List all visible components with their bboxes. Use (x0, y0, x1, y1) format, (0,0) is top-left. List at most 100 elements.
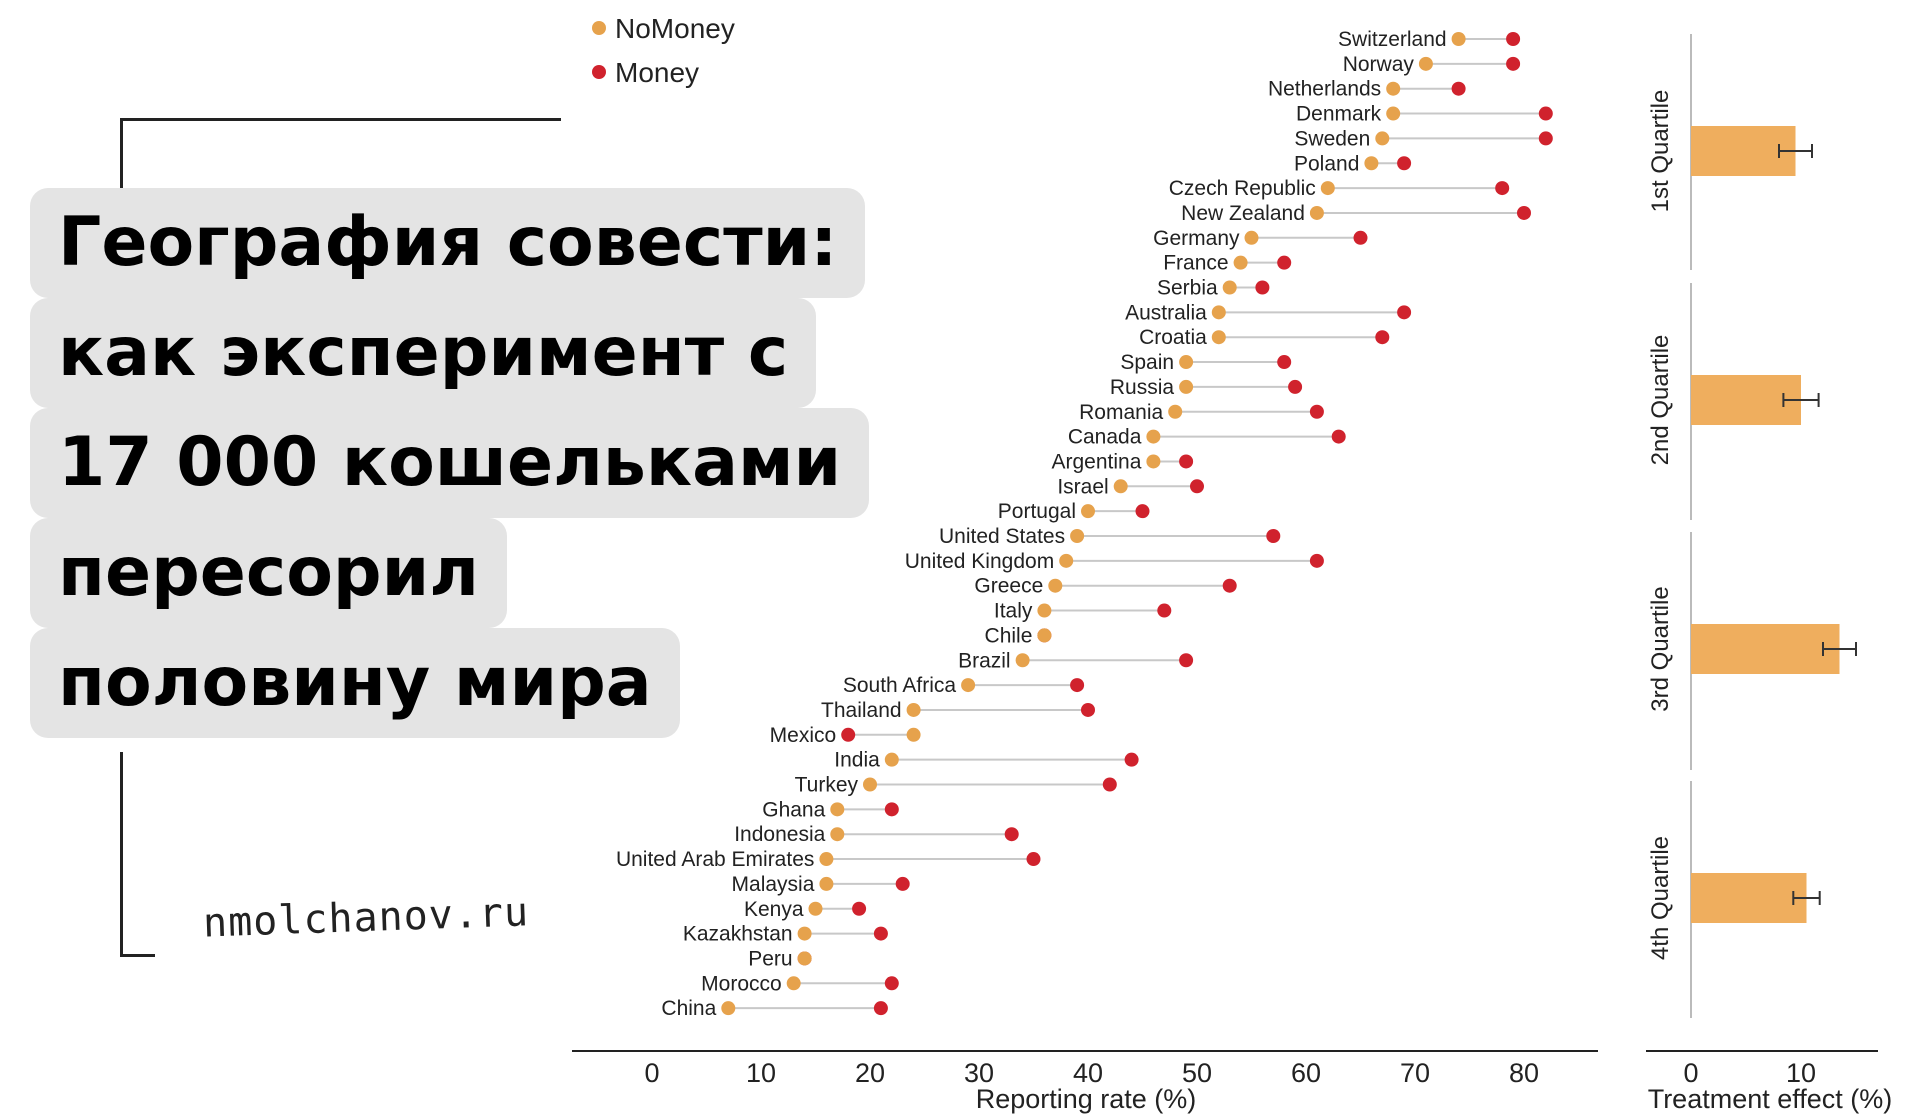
money-point (895, 876, 910, 891)
money-point (1190, 479, 1204, 494)
nomoney-point (1364, 156, 1379, 171)
country-label: Poland (1294, 152, 1359, 175)
money-point (1309, 553, 1324, 568)
nomoney-point (830, 802, 845, 817)
money-point (1026, 852, 1041, 867)
nomoney-point (819, 876, 834, 891)
money-point (1331, 429, 1346, 444)
money-point (1309, 404, 1324, 419)
nomoney-point (819, 852, 834, 867)
nomoney-point (1375, 131, 1390, 146)
headline-line: География совести: (30, 188, 866, 298)
country-label: India (834, 749, 880, 772)
country-label: Denmark (1296, 103, 1382, 126)
nomoney-point (1015, 653, 1030, 668)
quartile-label: 2nd Quartile (1647, 335, 1674, 466)
money-point (1538, 106, 1553, 121)
money-point (1495, 181, 1510, 196)
quartile-label: 3rd Quartile (1647, 586, 1674, 711)
country-label: Italy (994, 600, 1033, 623)
country-label: Czech Republic (1169, 177, 1316, 200)
money-point (1288, 379, 1303, 394)
money-point (884, 976, 899, 991)
nomoney-point (1070, 529, 1085, 543)
nomoney-point (1113, 479, 1128, 494)
nomoney-point (1386, 106, 1401, 121)
country-label: Mexico (770, 724, 837, 747)
money-point (1506, 32, 1521, 46)
x-tick-label: 60 (1291, 1058, 1321, 1088)
x-tick-label: 10 (1786, 1058, 1816, 1088)
nomoney-point (1222, 280, 1237, 295)
country-label: China (661, 997, 716, 1020)
country-label: Malaysia (732, 873, 815, 896)
nomoney-point (1146, 429, 1161, 444)
legend-nomoney-marker (592, 21, 606, 35)
nomoney-point (1418, 56, 1433, 71)
country-label: New Zealand (1181, 202, 1305, 225)
country-label: France (1163, 252, 1228, 275)
reporting-rate-axis: Reporting rate (%) 0 10 20 30 40 50 60 70 80 (572, 1050, 1598, 1114)
x-tick-label: 10 (746, 1058, 776, 1088)
country-label: Canada (1068, 426, 1142, 449)
nomoney-point (1320, 181, 1335, 196)
nomoney-point (906, 727, 921, 742)
nomoney-point (1048, 578, 1063, 593)
nomoney-point (1146, 454, 1161, 469)
headline-line: как эксперимент с (30, 298, 817, 408)
country-label: Greece (974, 575, 1043, 598)
decorative-bracket-bottom (120, 752, 155, 957)
nomoney-point (863, 777, 877, 792)
country-label: Kazakhstan (683, 923, 793, 946)
country-label: Kenya (744, 898, 804, 921)
nomoney-point (1211, 305, 1226, 320)
money-point (1179, 454, 1194, 469)
country-label: Romania (1079, 401, 1163, 424)
decorative-bracket-top (120, 118, 561, 193)
x-tick-label: 0 (1683, 1058, 1698, 1088)
nomoney-point (961, 678, 976, 693)
nomoney-point (1059, 553, 1074, 568)
money-point (873, 926, 888, 941)
country-label: Serbia (1157, 277, 1218, 300)
country-label: Sweden (1294, 127, 1370, 150)
money-point (1157, 603, 1172, 618)
money-point (1517, 205, 1531, 220)
x-tick-label: 80 (1509, 1058, 1539, 1088)
country-label: Australia (1125, 301, 1207, 324)
nomoney-point (797, 951, 812, 966)
country-label: Switzerland (1338, 28, 1447, 51)
x-tick-label: 40 (1073, 1058, 1103, 1088)
money-point (852, 901, 867, 916)
money-point (873, 1001, 888, 1016)
country-label: South Africa (843, 674, 957, 697)
x-tick-label: 20 (855, 1058, 885, 1088)
money-point (1538, 131, 1553, 146)
x-tick-label: 0 (644, 1058, 659, 1088)
treatment-effect-bar (1691, 624, 1840, 674)
country-label: Thailand (821, 699, 902, 722)
country-label: Netherlands (1268, 78, 1381, 101)
country-label: Indonesia (734, 823, 825, 846)
country-label: Spain (1120, 351, 1174, 374)
nomoney-point (884, 752, 899, 767)
nomoney-point (830, 827, 845, 842)
legend-money-label: Money (615, 57, 699, 88)
headline-line: пересорил (30, 518, 508, 628)
dumbbell-plot: SwitzerlandNorwayNetherlandsDenmarkSwede… (616, 28, 1553, 1020)
legend-nomoney-label: NoMoney (615, 13, 735, 44)
nomoney-point (786, 976, 801, 991)
money-point (1397, 156, 1412, 171)
reporting-rate-axis-title: Reporting rate (%) (976, 1084, 1197, 1114)
money-point (1081, 702, 1095, 717)
nomoney-point (1179, 355, 1194, 370)
money-point (884, 802, 899, 817)
country-label: Ghana (762, 798, 825, 821)
nomoney-point (1081, 504, 1095, 519)
money-point (1353, 230, 1368, 245)
legend: NoMoney Money (592, 13, 735, 88)
money-point (1397, 305, 1412, 320)
nomoney-point (1386, 81, 1401, 96)
nomoney-point (1451, 32, 1466, 46)
